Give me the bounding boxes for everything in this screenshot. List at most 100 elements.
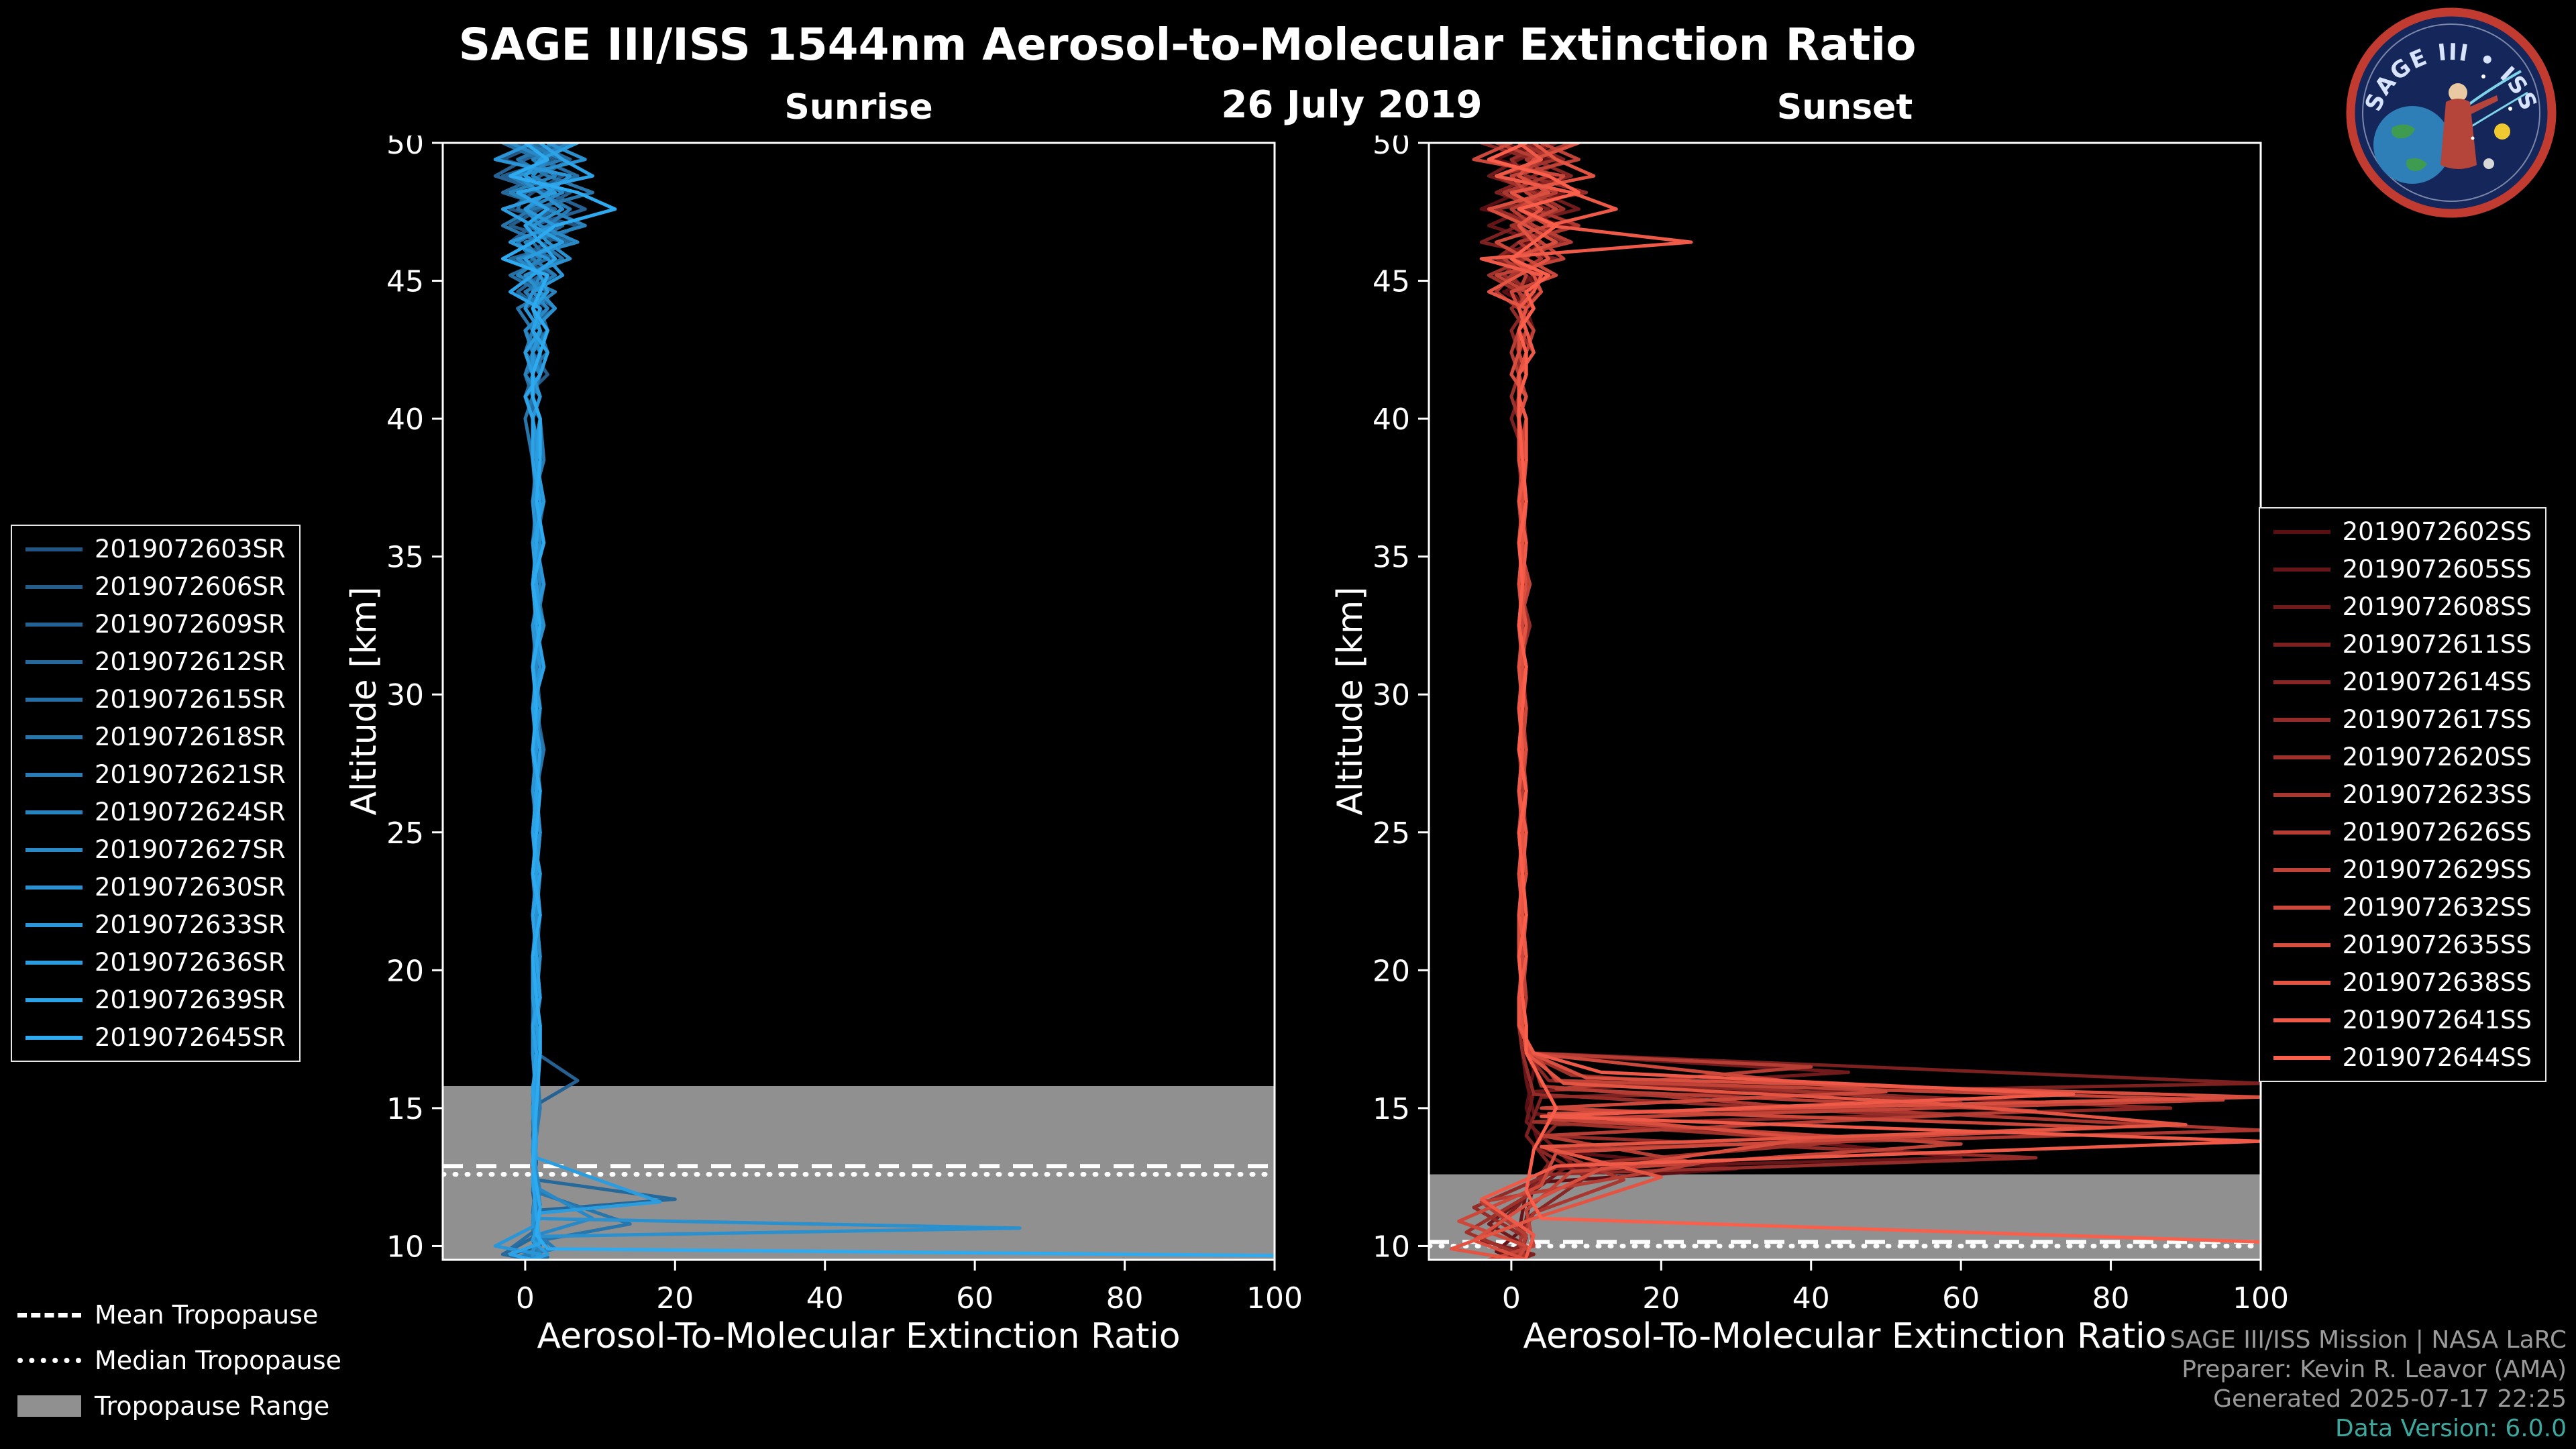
logo-earth-land: [2392, 124, 2415, 139]
legend-item: 2019072638SS: [2273, 970, 2532, 995]
footer-attribution: SAGE III/ISS Mission | NASA LaRC Prepare…: [2170, 1326, 2567, 1444]
legend-label: 2019072641SS: [2342, 1006, 2532, 1034]
profile-line-2019072645SR: [500, 143, 1275, 1258]
legend-line-swatch: [2273, 567, 2330, 572]
legend-label: 2019072606SR: [95, 572, 286, 601]
legend-label: 2019072638SS: [2342, 968, 2532, 997]
logo-figure-arm: [2469, 95, 2498, 114]
legend-label: 2019072614SS: [2342, 667, 2532, 696]
legend-label: 2019072623SS: [2342, 780, 2532, 809]
legend-line-swatch: [25, 810, 83, 814]
legend-line-swatch: [2273, 1018, 2330, 1022]
legend-label: 2019072620SS: [2342, 743, 2532, 771]
x-tick-label: 20: [1642, 1281, 1680, 1316]
plot-frame: [441, 142, 1276, 1261]
logo-earth: [2373, 106, 2451, 184]
y-tick-label: 45: [386, 265, 424, 299]
tropopause-range-swatch: [17, 1395, 81, 1417]
legend-item: 2019072615SR: [25, 687, 286, 712]
legend-label: 2019072605SS: [2342, 555, 2532, 584]
tropopause-legend: Mean Tropopause Median Tropopause Tropop…: [17, 1300, 341, 1421]
sunrise-plot: 0 20 40 60 80 100 10 15 20 25 30 35 40 45 50: [386, 136, 1303, 1316]
y-tick-label: 20: [386, 954, 424, 988]
legend-item: 2019072630SR: [25, 875, 286, 900]
y-axis-label-sunset: Altitude [km]: [1330, 586, 1371, 816]
legend-label: 2019072633SR: [95, 910, 286, 939]
legend-line-swatch: [25, 584, 83, 589]
legend-line-swatch: [2273, 943, 2330, 947]
footer-data-version: Data Version: 6.0.0: [2335, 1415, 2567, 1443]
legend-item: 2019072611SS: [2273, 632, 2532, 657]
legend-label: 2019072609SR: [95, 610, 286, 639]
legend-label: 2019072621SR: [95, 760, 286, 789]
x-tick-label: 0: [516, 1281, 535, 1316]
logo-moon: [2483, 158, 2494, 169]
legend-line-swatch: [2273, 1055, 2330, 1060]
logo-figure-head: [2449, 83, 2467, 102]
x-tick-label: 100: [2233, 1281, 2289, 1316]
legend-item: 2019072639SR: [25, 987, 286, 1012]
footer-mission: SAGE III/ISS Mission | NASA LaRC: [2169, 1326, 2567, 1354]
legend-item: 2019072632SS: [2273, 895, 2532, 920]
x-tick-label: 80: [1106, 1281, 1144, 1316]
legend-line-swatch: [25, 735, 83, 739]
legend-item: 2019072624SR: [25, 800, 286, 824]
profile-line-2019072636SR: [500, 143, 662, 1260]
legend-line-swatch: [2273, 604, 2330, 609]
x-tick-label: 60: [1942, 1281, 1980, 1316]
x-tick-label: 40: [1792, 1281, 1830, 1316]
logo-earth-land: [2406, 158, 2427, 171]
sunset-plot: 0 20 40 60 80 100 10 15 20 25 30 35 40 45 50: [1373, 136, 2289, 1316]
legend-label: 2019072627SR: [95, 835, 286, 864]
logo-star: [2471, 136, 2475, 140]
legend-item: 2019072641SS: [2273, 1008, 2532, 1032]
legend-label: 2019072630SR: [95, 873, 286, 902]
legend-item: 2019072608SS: [2273, 594, 2532, 619]
legend-item: 2019072620SS: [2273, 745, 2532, 769]
logo-inner-ring: [2362, 23, 2540, 202]
legend-line-swatch: [2273, 755, 2330, 759]
legend-line-swatch: [25, 697, 83, 702]
legend-item: 2019072633SR: [25, 912, 286, 937]
legend-line-swatch: [25, 922, 83, 927]
legend-line-swatch: [25, 659, 83, 664]
legend-label: 2019072636SR: [95, 948, 286, 977]
profile-line-2019072638SS: [1450, 143, 2188, 1260]
legend-label: 2019072632SS: [2342, 893, 2532, 922]
legend-line-swatch: [25, 547, 83, 551]
legend-item: 2019072612SR: [25, 649, 286, 674]
y-tick-label: 30: [386, 678, 424, 712]
legend-line-swatch: [2273, 830, 2330, 835]
logo-sun: [2494, 123, 2510, 140]
date-subtitle: 26 July 2019: [1221, 83, 1483, 127]
median-tropopause-swatch: [17, 1358, 81, 1363]
legend-line-swatch: [25, 885, 83, 890]
legend-line-swatch: [25, 998, 83, 1002]
y-tick-label: 25: [386, 816, 424, 851]
legend-line-swatch: [25, 772, 83, 777]
x-tick-label: 100: [1246, 1281, 1303, 1316]
profile-line-2019072644SS: [1487, 143, 2261, 1244]
legend-label: 2019072618SR: [95, 722, 286, 751]
legend-label: 2019072626SS: [2342, 818, 2532, 847]
legend-label: 2019072612SR: [95, 647, 286, 676]
legend-label: 2019072639SR: [95, 985, 286, 1014]
legend-line-swatch: [2273, 980, 2330, 985]
legend-item: 2019072618SR: [25, 724, 286, 749]
legend-label: 2019072624SR: [95, 798, 286, 826]
y-axis-label-sunrise: Altitude [km]: [344, 586, 384, 816]
legend-label: 2019072608SS: [2342, 592, 2532, 621]
panel-title-sunrise: Sunrise: [784, 87, 933, 127]
footer-preparer: Preparer: Kevin R. Leavor (AMA): [2182, 1356, 2567, 1384]
legend-line-swatch: [2273, 717, 2330, 722]
legend-line-swatch: [2273, 905, 2330, 910]
legend-line-swatch: [2273, 529, 2330, 534]
x-tick-label: 60: [956, 1281, 994, 1316]
sunset-legend: 2019072602SS 2019072605SS 2019072608SS 2019…: [2258, 507, 2546, 1082]
legend-item: 2019072609SR: [25, 612, 286, 637]
tropopause-range-band: [443, 1086, 1275, 1260]
tropopause-legend-range: Tropopause Range: [17, 1391, 341, 1421]
legend-line-swatch: [2273, 642, 2330, 647]
logo-star: [2481, 74, 2485, 78]
y-tick-label: 15: [386, 1092, 424, 1126]
